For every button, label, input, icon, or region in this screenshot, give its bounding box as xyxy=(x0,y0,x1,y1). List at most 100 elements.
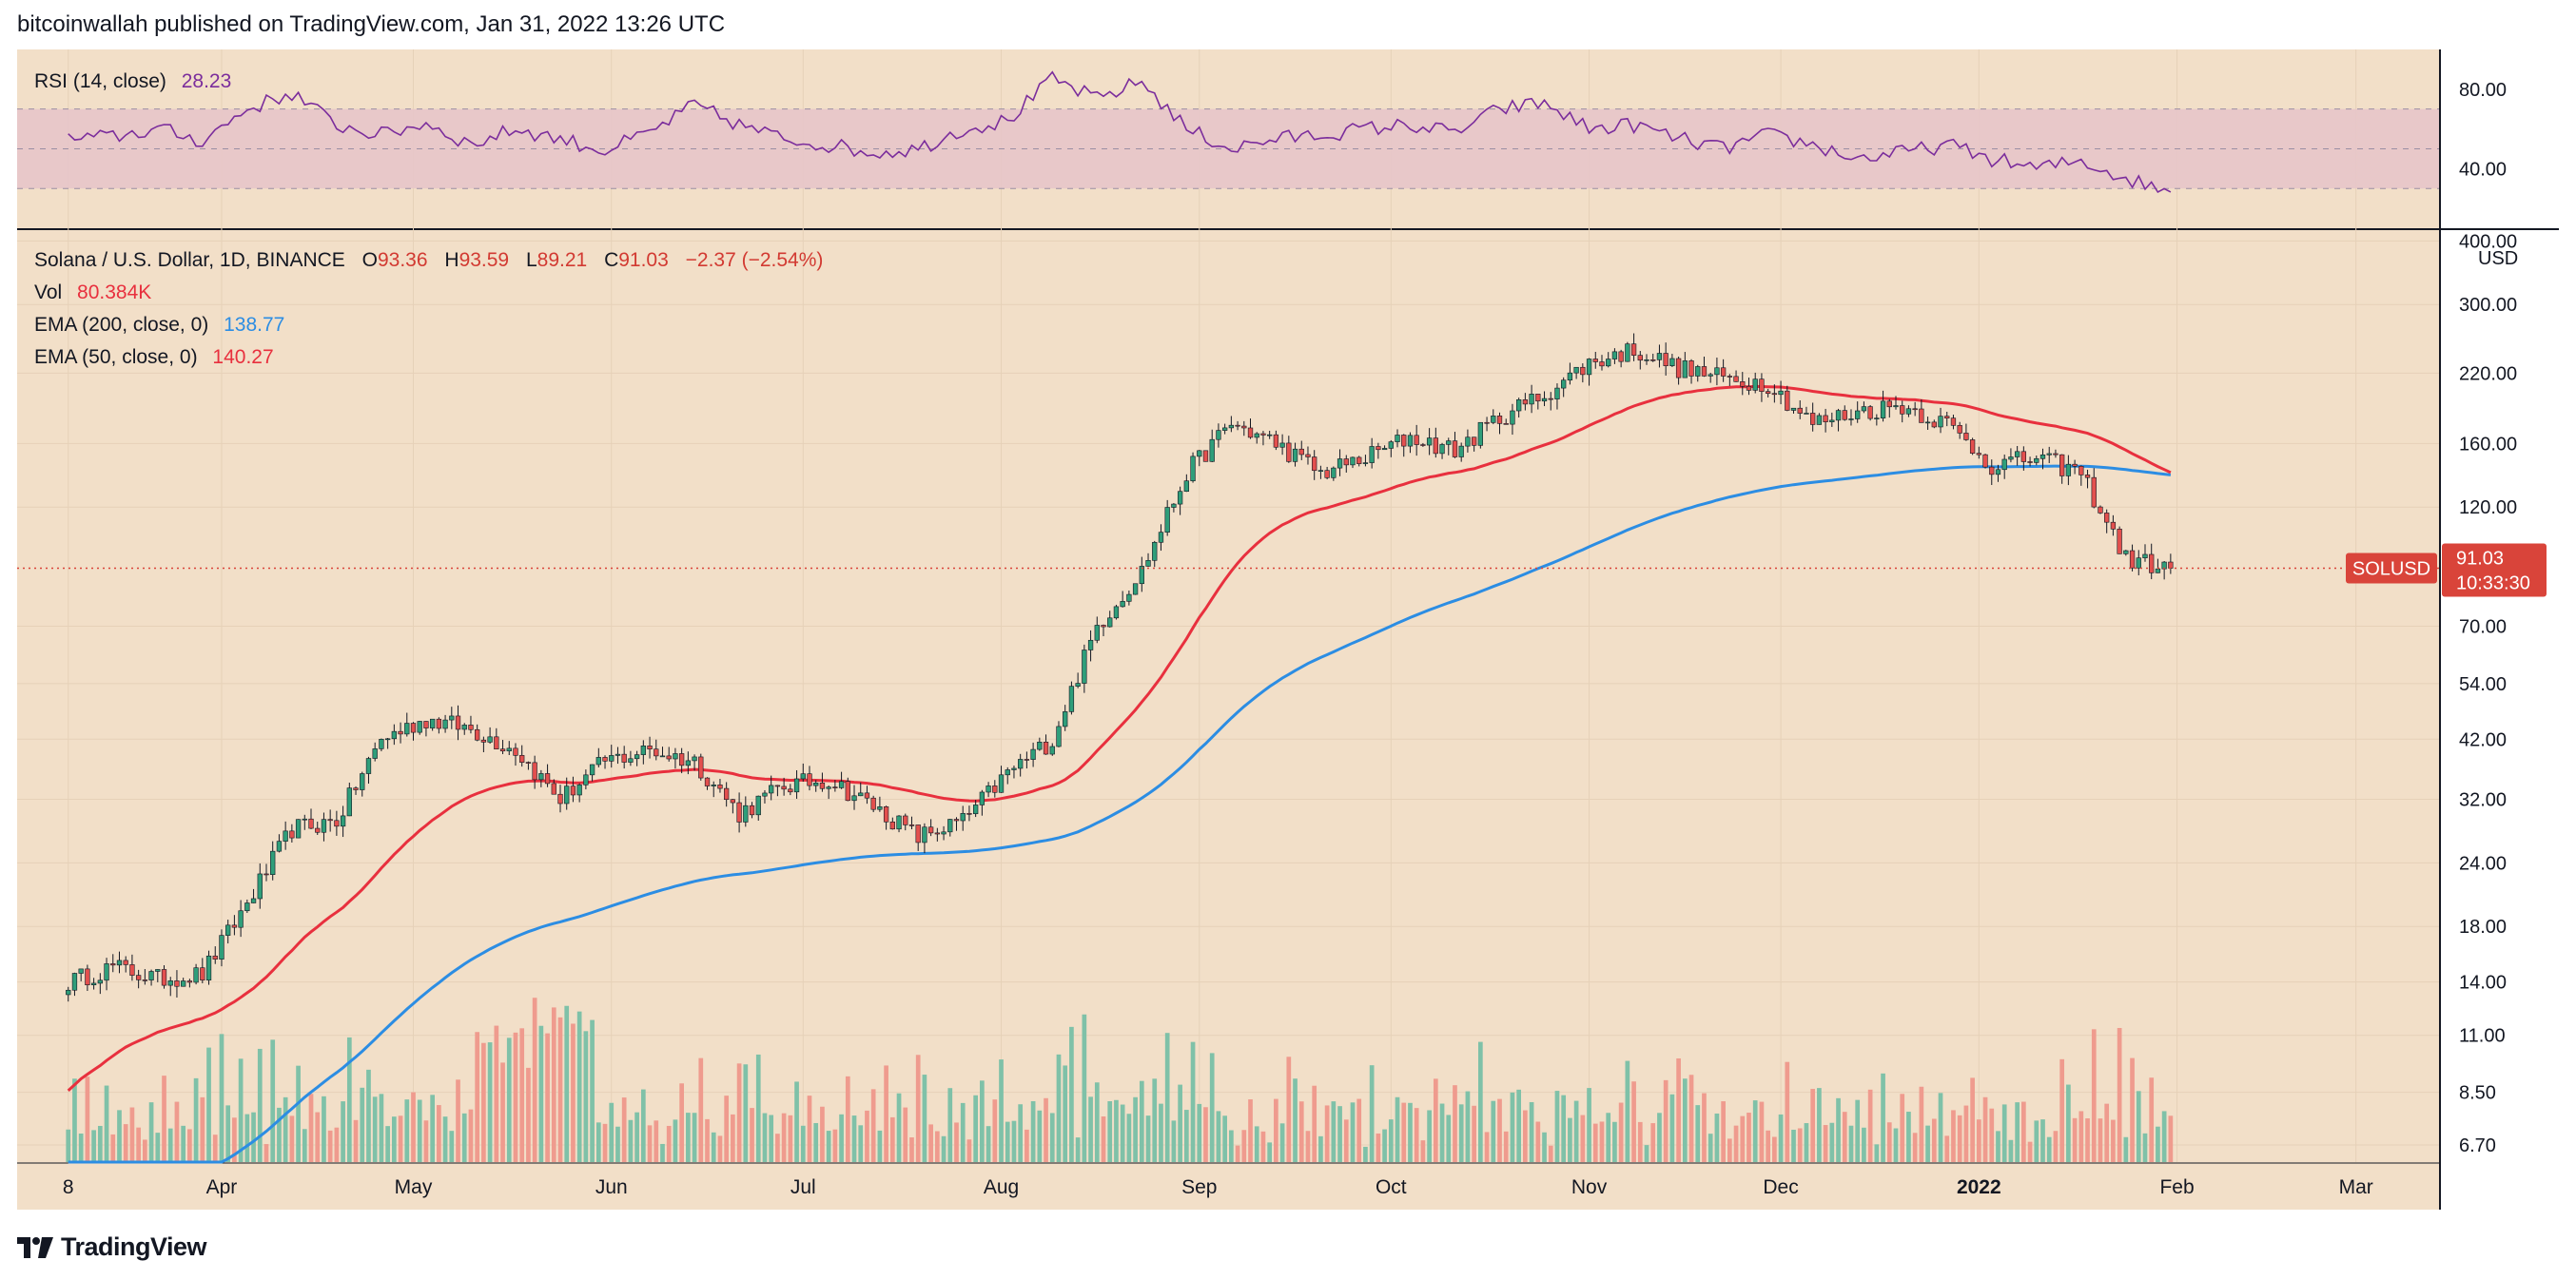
volume-bar xyxy=(1446,1115,1452,1162)
volume-bar xyxy=(615,1126,620,1162)
candle xyxy=(877,796,883,812)
volume-bar xyxy=(1919,1086,1924,1162)
candle-body xyxy=(1491,416,1496,423)
volume-bar xyxy=(270,1039,276,1162)
candle-body xyxy=(1005,769,1010,776)
candle-body xyxy=(659,755,666,758)
volume-bar xyxy=(283,1096,288,1162)
candle-body xyxy=(1446,440,1452,445)
volume-bar xyxy=(647,1125,653,1162)
candle xyxy=(442,714,448,733)
volume-bar xyxy=(1510,1092,1515,1162)
candle-body xyxy=(1458,445,1464,457)
price-tick-label: 11.00 xyxy=(2459,1026,2506,1047)
candle-body xyxy=(1362,462,1369,464)
volume-bar xyxy=(2040,1119,2045,1162)
volume-bar xyxy=(1126,1114,1132,1162)
volume-bar xyxy=(1075,1137,1081,1162)
volume-bar xyxy=(762,1113,768,1162)
volume-bar xyxy=(1925,1125,1930,1162)
candle xyxy=(1835,408,1842,432)
volume-bar xyxy=(225,1105,231,1162)
candle-body xyxy=(1829,419,1835,422)
candle-body xyxy=(186,980,193,983)
candle-body xyxy=(2078,466,2084,475)
candle-body xyxy=(602,757,608,762)
candle xyxy=(174,970,180,998)
volume-bar xyxy=(851,1115,857,1162)
volume-bar xyxy=(1759,1101,1765,1162)
candle-body xyxy=(1675,358,1682,378)
ema50-path xyxy=(67,384,2172,1093)
candle-body xyxy=(654,748,659,757)
volume-bar xyxy=(1785,1061,1790,1162)
candle-body xyxy=(1969,439,1976,454)
volume-bar xyxy=(155,1133,161,1162)
time-tick-label: Dec xyxy=(1763,1176,1798,1198)
volume-bar xyxy=(2008,1139,2014,1162)
candle xyxy=(973,800,979,818)
volume-bar xyxy=(1874,1144,1880,1162)
candle-body xyxy=(1880,400,1886,418)
candle xyxy=(749,802,755,819)
candle xyxy=(1471,436,1477,452)
candle xyxy=(257,863,263,909)
volume-bar xyxy=(934,1131,940,1162)
candle xyxy=(1177,486,1183,515)
volume-bar xyxy=(1688,1075,1694,1162)
volume-bar xyxy=(571,1023,576,1162)
candle-body xyxy=(1567,372,1573,381)
candle-body xyxy=(436,718,442,729)
volume-bar xyxy=(1682,1078,1688,1162)
candle xyxy=(609,745,615,768)
candle xyxy=(1331,466,1337,481)
volume-bar xyxy=(104,1085,109,1162)
volume-bar xyxy=(1702,1093,1707,1162)
candle xyxy=(525,761,532,770)
volume-bar xyxy=(1164,1033,1170,1162)
candle xyxy=(1171,503,1177,513)
ema200-legend: EMA (200, close, 0) 138.77 xyxy=(34,314,284,336)
candle-body xyxy=(927,826,934,834)
candle-body xyxy=(1867,406,1873,419)
candle-body xyxy=(1625,343,1630,362)
candle xyxy=(966,805,972,822)
candle-body xyxy=(1305,454,1311,457)
brand[interactable]: TradingView xyxy=(17,1232,207,1262)
volume-bar xyxy=(1491,1100,1496,1162)
candle-body xyxy=(1324,470,1330,478)
candle-body xyxy=(97,979,103,984)
candle xyxy=(2078,465,2084,486)
candle-body xyxy=(2136,557,2141,569)
candle xyxy=(1235,420,1240,431)
candle xyxy=(858,782,864,797)
candle-body xyxy=(1931,421,1937,428)
candle-body xyxy=(1216,430,1221,440)
candle xyxy=(774,785,781,797)
candle xyxy=(315,822,321,835)
volume-bar xyxy=(206,1047,211,1162)
candle-body xyxy=(2072,463,2078,467)
volume-bar xyxy=(1708,1134,1713,1162)
volume-bar xyxy=(481,1042,486,1162)
volume-bar xyxy=(2136,1091,2141,1162)
volume-bar xyxy=(1867,1089,1873,1162)
candle-body xyxy=(327,819,333,822)
volume-bar xyxy=(980,1080,985,1162)
candle-body xyxy=(1797,407,1803,414)
volume-bar xyxy=(1989,1108,1995,1162)
candle-body xyxy=(698,756,704,779)
candle xyxy=(2072,459,2078,475)
candle xyxy=(250,888,257,903)
volume-bar xyxy=(475,1032,480,1162)
candle-body xyxy=(2059,454,2065,476)
volume-bar xyxy=(1254,1126,1259,1162)
volume-bar xyxy=(334,1127,340,1162)
volume-bar xyxy=(1931,1118,1937,1162)
candle-body xyxy=(947,819,953,833)
volume-bar xyxy=(1810,1089,1816,1162)
volume-bar xyxy=(1203,1107,1208,1162)
volume-bar xyxy=(788,1115,793,1162)
vol-value: 80.384K xyxy=(77,281,151,303)
